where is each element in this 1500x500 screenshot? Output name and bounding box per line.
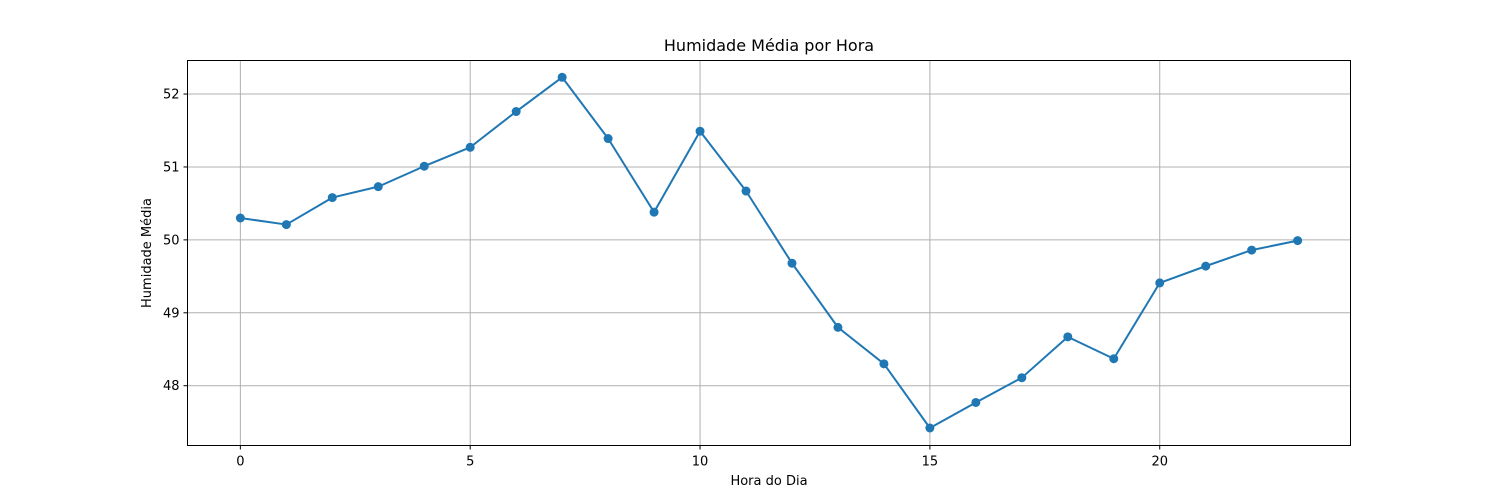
data-point — [649, 207, 659, 217]
x-tick-label: 15 — [922, 455, 939, 470]
x-tick-label: 10 — [692, 455, 709, 470]
plot-frame — [187, 60, 1351, 446]
x-axis-label: Hora do Dia — [730, 474, 807, 489]
x-tick-label: 0 — [236, 455, 244, 470]
axis-ticks: 0 5 10 15 20 48 49 50 51 52 — [163, 88, 1168, 470]
data-point — [235, 213, 245, 223]
data-point — [925, 423, 935, 433]
data-point — [1247, 245, 1257, 255]
data-point — [1155, 278, 1165, 288]
data-point — [373, 182, 383, 192]
data-point — [1293, 236, 1303, 246]
data-point — [833, 322, 843, 332]
data-point — [741, 186, 751, 196]
data-point — [419, 161, 429, 171]
data-point — [971, 397, 981, 407]
y-tick-label: 51 — [163, 160, 180, 175]
data-point — [327, 193, 337, 203]
grid — [187, 60, 1351, 446]
data-point — [281, 220, 291, 230]
data-point — [603, 134, 613, 144]
data-point — [1017, 373, 1027, 383]
data-point — [695, 126, 705, 136]
data-point — [511, 107, 521, 117]
data-point — [879, 359, 889, 369]
y-tick-label: 52 — [163, 88, 180, 103]
data-point — [1063, 332, 1073, 342]
data-point — [787, 258, 797, 268]
data-point — [1109, 354, 1119, 364]
data-point — [557, 72, 567, 82]
y-axis-label: Humidade Média — [140, 198, 155, 308]
x-tick-label: 5 — [466, 455, 474, 470]
data-point — [1201, 261, 1211, 271]
data-point — [465, 142, 475, 152]
series-line — [240, 76, 1298, 429]
chart-title: Humidade Média por Hora — [664, 36, 874, 55]
series — [235, 72, 1303, 433]
y-tick-label: 50 — [163, 233, 180, 248]
y-tick-label: 49 — [163, 306, 180, 321]
y-tick-label: 48 — [163, 379, 180, 394]
x-tick-label: 20 — [1151, 455, 1168, 470]
